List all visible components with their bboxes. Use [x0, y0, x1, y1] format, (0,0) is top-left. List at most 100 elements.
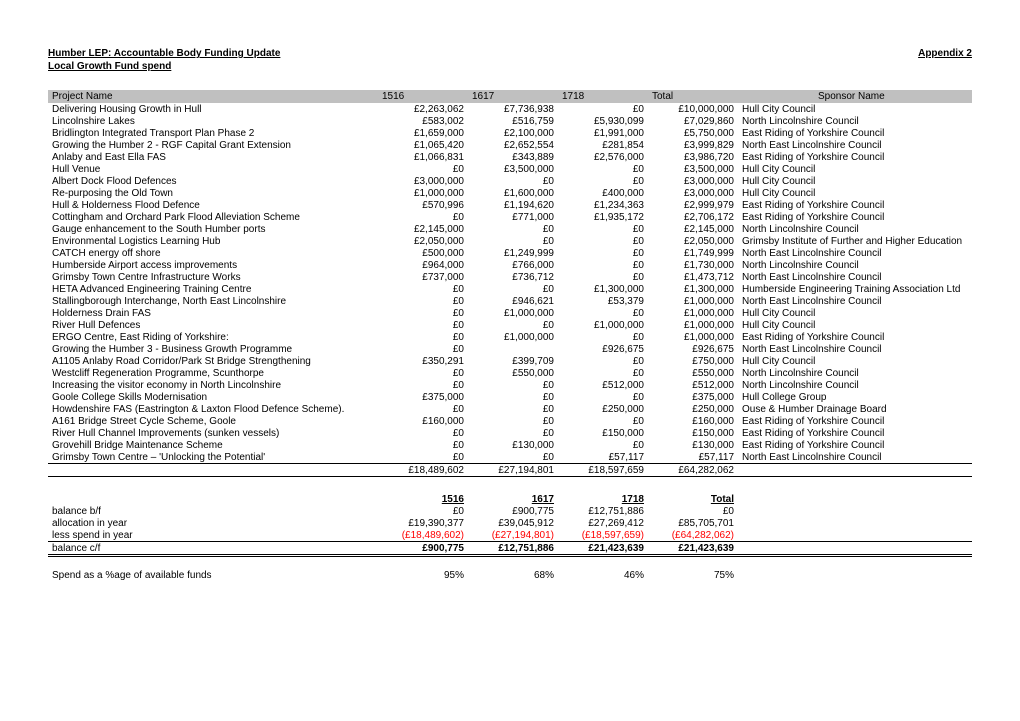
sponsor: East Riding of Yorkshire Council: [738, 199, 972, 211]
v-1718: £0: [558, 367, 648, 379]
v-1516: £0: [378, 283, 468, 295]
v-total: £2,145,000: [648, 223, 738, 235]
v-total: £2,050,000: [648, 235, 738, 247]
v-1617: £0: [468, 235, 558, 247]
sponsor: North Lincolnshire Council: [738, 115, 972, 127]
sponsor: Hull City Council: [738, 319, 972, 331]
v-1718: £1,000,000: [558, 319, 648, 331]
sponsor: East Riding of Yorkshire Council: [738, 211, 972, 223]
v-total: £1,730,000: [648, 259, 738, 271]
bcf-total: £21,423,639: [648, 542, 738, 556]
v-1718: £250,000: [558, 403, 648, 415]
table-row: Delivering Housing Growth in Hull£2,263,…: [48, 103, 972, 115]
proj-name: Grovehill Bridge Maintenance Scheme: [48, 439, 378, 451]
v-total: £250,000: [648, 403, 738, 415]
sum-h-1617: 1617: [468, 493, 558, 505]
table-row: Grovehill Bridge Maintenance Scheme£0£13…: [48, 439, 972, 451]
proj-name: Westcliff Regeneration Programme, Scunth…: [48, 367, 378, 379]
v-1617: £2,652,554: [468, 139, 558, 151]
sponsor: Grimsby Institute of Further and Higher …: [738, 235, 972, 247]
sponsor: North East Lincolnshire Council: [738, 343, 972, 355]
v-1718: £512,000: [558, 379, 648, 391]
v-total: £3,500,000: [648, 163, 738, 175]
proj-name: Growing the Humber 2 - RGF Capital Grant…: [48, 139, 378, 151]
v-1718: £1,234,363: [558, 199, 648, 211]
v-1516: £570,996: [378, 199, 468, 211]
v-1516: £583,002: [378, 115, 468, 127]
total-1718: £18,597,659: [558, 464, 648, 477]
v-1617: £0: [468, 379, 558, 391]
sv-1718: £12,751,886: [558, 505, 648, 517]
doc-title: Humber LEP: Accountable Body Funding Upd…: [48, 48, 280, 59]
summary-row: allocation in year£19,390,377£39,045,912…: [48, 517, 972, 529]
project-totals-row: £18,489,602 £27,194,801 £18,597,659 £64,…: [48, 464, 972, 477]
sponsor: East Riding of Yorkshire Council: [738, 439, 972, 451]
col-sponsor: Sponsor Name: [738, 90, 972, 103]
proj-name: Howdenshire FAS (Eastrington & Laxton Fl…: [48, 403, 378, 415]
proj-name: ERGO Centre, East Riding of Yorkshire:: [48, 331, 378, 343]
sponsor: East Riding of Yorkshire Council: [738, 127, 972, 139]
sponsor: North East Lincolnshire Council: [738, 247, 972, 259]
v-1617: £0: [468, 427, 558, 439]
pct-label: Spend as a %age of available funds: [48, 570, 378, 582]
table-row: Holderness Drain FAS£0£1,000,000£0£1,000…: [48, 307, 972, 319]
sponsor: Hull City Council: [738, 163, 972, 175]
sponsor: East Riding of Yorkshire Council: [738, 151, 972, 163]
sponsor: Hull City Council: [738, 175, 972, 187]
bcf-1718: £21,423,639: [558, 542, 648, 556]
table-row: Cottingham and Orchard Park Flood Allevi…: [48, 211, 972, 223]
v-1516: £3,000,000: [378, 175, 468, 187]
proj-name: Growing the Humber 3 - Business Growth P…: [48, 343, 378, 355]
pct-1516: 95%: [378, 570, 468, 582]
v-1617: £2,100,000: [468, 127, 558, 139]
table-row: Hull Venue£0£3,500,000£0£3,500,000Hull C…: [48, 163, 972, 175]
sponsor: North East Lincolnshire Council: [738, 139, 972, 151]
summary-header: 1516 1617 1718 Total: [48, 493, 972, 505]
v-1718: £281,854: [558, 139, 648, 151]
sv-1718: £27,269,412: [558, 517, 648, 529]
v-1516: £350,291: [378, 355, 468, 367]
v-1718: £0: [558, 247, 648, 259]
sponsor: North Lincolnshire Council: [738, 379, 972, 391]
proj-name: Lincolnshire Lakes: [48, 115, 378, 127]
v-total: £1,300,000: [648, 283, 738, 295]
table-row: Growing the Humber 3 - Business Growth P…: [48, 343, 972, 355]
sum-h-1516: 1516: [378, 493, 468, 505]
col-1718: 1718: [558, 90, 648, 103]
table-row: Growing the Humber 2 - RGF Capital Grant…: [48, 139, 972, 151]
v-1516: £0: [378, 451, 468, 464]
table-row: Gauge enhancement to the South Humber po…: [48, 223, 972, 235]
v-1516: £737,000: [378, 271, 468, 283]
summary-row: balance b/f£0£900,775£12,751,886£0: [48, 505, 972, 517]
col-project: Project Name: [48, 90, 378, 103]
v-1516: £2,263,062: [378, 103, 468, 115]
table-row: ERGO Centre, East Riding of Yorkshire: £0…: [48, 331, 972, 343]
v-1617: £343,889: [468, 151, 558, 163]
v-1718: £0: [558, 223, 648, 235]
sponsor: North East Lincolnshire Council: [738, 271, 972, 283]
sponsor: Hull City Council: [738, 355, 972, 367]
v-1617: £0: [468, 283, 558, 295]
sponsor: North Lincolnshire Council: [738, 223, 972, 235]
v-1718: £0: [558, 391, 648, 403]
v-1516: £0: [378, 211, 468, 223]
v-1718: £57,117: [558, 451, 648, 464]
table-row: Humberside Airport access improvements£9…: [48, 259, 972, 271]
v-1718: £0: [558, 175, 648, 187]
v-1617: £1,194,620: [468, 199, 558, 211]
v-1617: £0: [468, 319, 558, 331]
total-all: £64,282,062: [648, 464, 738, 477]
pct-row: Spend as a %age of available funds 95% 6…: [48, 570, 972, 582]
v-1617: £1,600,000: [468, 187, 558, 199]
v-total: £375,000: [648, 391, 738, 403]
v-1718: £926,675: [558, 343, 648, 355]
table-row: Lincolnshire Lakes£583,002£516,759£5,930…: [48, 115, 972, 127]
v-1617: £736,712: [468, 271, 558, 283]
v-1718: £1,935,172: [558, 211, 648, 223]
v-1718: £0: [558, 415, 648, 427]
table-row: Westcliff Regeneration Programme, Scunth…: [48, 367, 972, 379]
v-1718: £0: [558, 331, 648, 343]
sponsor: Hull College Group: [738, 391, 972, 403]
pct-1617: 68%: [468, 570, 558, 582]
v-1617: £3,500,000: [468, 163, 558, 175]
